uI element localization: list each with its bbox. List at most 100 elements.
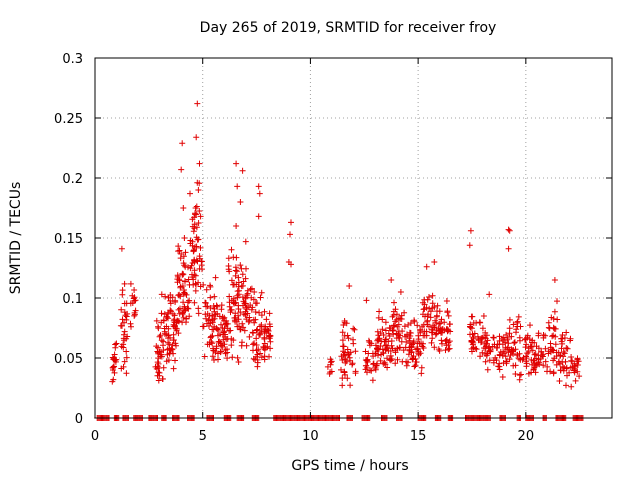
- data-point: [528, 343, 535, 350]
- data-point: [410, 339, 417, 346]
- data-point: [248, 285, 255, 292]
- data-point: [174, 317, 181, 324]
- data-point: [427, 314, 434, 321]
- data-point: [351, 326, 358, 333]
- data-point: [484, 366, 491, 373]
- data-point: [486, 357, 493, 364]
- data-point: [193, 224, 200, 231]
- data-point: [178, 166, 185, 173]
- data-point: [503, 331, 510, 338]
- data-point: [110, 376, 117, 383]
- data-point: [204, 303, 211, 310]
- data-point: [522, 344, 529, 351]
- data-point: [123, 348, 130, 355]
- data-point: [344, 375, 351, 382]
- data-point: [529, 347, 536, 354]
- data-point: [512, 362, 519, 369]
- data-point: [516, 376, 523, 383]
- data-point: [504, 335, 511, 341]
- data-point: [267, 338, 274, 345]
- data-point: [482, 351, 489, 357]
- data-point: [203, 286, 210, 293]
- data-point: [429, 300, 436, 307]
- data-point: [227, 327, 234, 334]
- data-point: [545, 319, 552, 326]
- data-point: [510, 321, 517, 328]
- data-point: [192, 287, 199, 294]
- data-point: [192, 205, 199, 211]
- data-point: [523, 358, 530, 365]
- data-point: [513, 326, 520, 333]
- data-point: [537, 356, 544, 362]
- data-point: [223, 320, 230, 327]
- data-point: [209, 353, 216, 360]
- data-point: [233, 223, 240, 229]
- data-point: [436, 321, 443, 327]
- data-point: [199, 266, 205, 273]
- data-point: [438, 337, 445, 344]
- data-point: [118, 306, 125, 313]
- data-point: [505, 226, 512, 233]
- data-point: [194, 179, 201, 186]
- data-point: [155, 323, 161, 330]
- data-point: [233, 268, 240, 275]
- data-point: [241, 327, 248, 334]
- data-point: [406, 335, 413, 342]
- data-point: [172, 299, 179, 305]
- data-point: [492, 354, 499, 361]
- data-point: [506, 227, 513, 234]
- data-point: [251, 340, 258, 347]
- data-point: [254, 326, 261, 333]
- data-point: [230, 254, 237, 261]
- data-point: [197, 244, 204, 251]
- data-point: [339, 382, 346, 389]
- data-point: [191, 221, 198, 228]
- data-point: [379, 346, 386, 353]
- data-point: [508, 333, 515, 340]
- data-point: [212, 274, 219, 281]
- data-point: [344, 346, 351, 353]
- data-point: [197, 213, 204, 220]
- data-point: [182, 278, 188, 285]
- data-point: [516, 334, 523, 341]
- data-point: [550, 324, 557, 331]
- data-point: [432, 331, 439, 338]
- data-point: [186, 297, 193, 304]
- data-point: [345, 350, 352, 357]
- data-point: [265, 328, 272, 334]
- data-point: [551, 308, 558, 315]
- data-point: [172, 357, 178, 364]
- data-point: [394, 311, 400, 318]
- data-point: [234, 354, 241, 361]
- data-point: [181, 235, 188, 241]
- data-point: [374, 337, 381, 344]
- data-point: [153, 317, 160, 324]
- data-point: [195, 220, 202, 226]
- data-point: [158, 310, 165, 317]
- data-point: [204, 341, 211, 348]
- data-point: [221, 333, 228, 340]
- data-point: [224, 349, 231, 356]
- data-point: [193, 203, 200, 210]
- x-axis-title: GPS time / hours: [291, 458, 408, 474]
- data-point: [500, 360, 507, 366]
- data-point: [435, 346, 442, 353]
- data-point: [506, 346, 513, 353]
- y-tick-label: 0.15: [54, 232, 83, 247]
- data-point: [563, 365, 570, 372]
- data-point: [376, 308, 383, 315]
- data-point: [232, 299, 239, 306]
- data-point: [178, 251, 185, 257]
- data-point: [415, 336, 422, 343]
- data-point: [186, 313, 193, 320]
- data-point: [540, 334, 547, 341]
- data-point: [266, 310, 273, 317]
- data-point: [123, 354, 130, 361]
- data-point: [437, 320, 444, 327]
- data-point: [364, 364, 370, 371]
- y-tick-label: 0.3: [62, 52, 83, 67]
- data-point: [165, 315, 171, 322]
- data-point: [177, 284, 184, 291]
- data-point: [418, 364, 425, 371]
- data-point: [214, 303, 221, 310]
